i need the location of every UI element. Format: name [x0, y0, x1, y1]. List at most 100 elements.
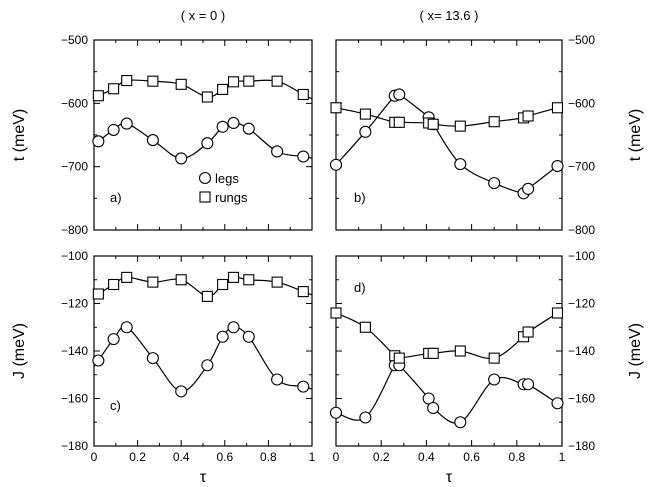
- ylabel-t-right: t (meV): [627, 109, 644, 161]
- x-tick-label: 0: [91, 450, 98, 464]
- x-tick-label: 0.8: [508, 450, 525, 464]
- data-point-legs: [271, 145, 284, 158]
- y-tick-label: −600: [568, 96, 595, 110]
- data-point-rungs: [227, 76, 240, 88]
- data-point-rungs: [427, 118, 439, 130]
- y-tick-label: −140: [61, 344, 88, 358]
- data-point-legs: [175, 152, 188, 165]
- data-point-rungs: [217, 278, 229, 291]
- data-point-rungs: [147, 75, 159, 87]
- legend-rungs-marker: [199, 191, 211, 203]
- data-point-rungs: [488, 352, 500, 364]
- data-point-legs: [488, 373, 501, 386]
- data-point-rungs: [359, 108, 371, 120]
- y-tick-label: −160: [61, 392, 88, 406]
- data-point-rungs: [243, 274, 255, 286]
- x-tick-label: 0.4: [173, 450, 190, 464]
- data-point-legs: [146, 134, 159, 147]
- data-point-legs: [242, 122, 255, 135]
- y-tick-label: −160: [568, 392, 595, 406]
- data-point-rungs: [147, 276, 159, 288]
- data-point-rungs: [393, 116, 405, 128]
- data-point-rungs: [271, 276, 283, 288]
- data-point-rungs: [175, 78, 187, 90]
- y-tick-label: −100: [568, 249, 595, 263]
- data-point-rungs: [108, 83, 120, 95]
- y-tick-label: −800: [61, 223, 88, 237]
- y-tick-label: −120: [61, 297, 88, 311]
- data-point-rungs: [243, 75, 255, 87]
- data-point-legs: [522, 182, 535, 195]
- y-tick-label: −600: [61, 96, 88, 110]
- data-point-legs: [488, 177, 501, 190]
- data-point-rungs: [330, 307, 342, 319]
- x-tick-label: 0.8: [260, 450, 277, 464]
- data-point-legs: [454, 158, 467, 171]
- data-point-rungs: [227, 271, 240, 283]
- x-tick-label: 1: [559, 450, 566, 464]
- panel-a-label: a): [110, 190, 122, 205]
- data-point-legs: [201, 137, 214, 150]
- y-tick-label: −800: [568, 223, 595, 237]
- y-tick-label: −700: [61, 160, 88, 174]
- x-tick-label: 1: [309, 450, 316, 464]
- data-point-rungs: [393, 352, 405, 364]
- y-tick-label: −120: [568, 297, 595, 311]
- data-point-rungs: [297, 286, 309, 298]
- data-point-legs: [120, 321, 133, 334]
- data-point-legs: [216, 120, 229, 133]
- data-point-legs: [216, 330, 229, 343]
- data-point-legs: [329, 158, 343, 171]
- data-point-rungs: [92, 90, 104, 102]
- data-point-legs: [454, 416, 467, 429]
- data-point-legs: [427, 401, 440, 415]
- data-point-legs: [107, 123, 120, 136]
- x-tick-label: 0.4: [418, 450, 435, 464]
- x-tick-label: 0.6: [216, 450, 233, 464]
- ylabel-t-left: t (meV): [11, 109, 28, 161]
- panel-c-label: c): [110, 398, 121, 413]
- data-point-legs: [297, 380, 310, 393]
- data-point-rungs: [271, 75, 283, 87]
- data-point-rungs: [551, 307, 564, 319]
- data-point-legs: [297, 150, 310, 163]
- y-tick-label: −140: [568, 344, 595, 358]
- y-tick-label: −180: [61, 439, 88, 453]
- data-point-rungs: [201, 290, 213, 302]
- data-point-legs: [551, 159, 564, 173]
- data-point-rungs: [454, 345, 466, 357]
- data-point-legs: [359, 411, 372, 424]
- data-point-rungs: [454, 120, 466, 132]
- data-point-rungs: [175, 274, 187, 286]
- y-tick-label: −500: [568, 33, 595, 47]
- data-point-legs: [175, 385, 188, 398]
- data-point-legs: [359, 125, 372, 138]
- x-tick-label: 0.2: [129, 450, 146, 464]
- data-point-rungs: [108, 278, 120, 291]
- data-point-rungs: [92, 288, 104, 300]
- data-point-rungs: [522, 326, 534, 338]
- x-tick-label: 0.6: [463, 450, 480, 464]
- data-point-legs: [393, 88, 406, 101]
- y-tick-label: −700: [568, 160, 595, 174]
- legend-rungs-label: rungs: [215, 190, 248, 205]
- y-tick-label: −100: [61, 249, 88, 263]
- legend-legs-marker: [198, 171, 212, 185]
- column-title-right: ( x= 13.6 ): [420, 8, 479, 23]
- panel-b-label: b): [354, 190, 366, 205]
- xlabel-left: τ: [200, 469, 207, 486]
- data-point-legs: [551, 397, 564, 410]
- data-point-rungs: [217, 83, 229, 95]
- panel-d-label: d): [354, 280, 366, 295]
- data-point-rungs: [297, 88, 309, 101]
- ylabel-j-left: J (meV): [11, 323, 28, 379]
- data-point-legs: [227, 321, 240, 334]
- data-point-legs: [242, 330, 255, 343]
- xlabel-right: τ: [446, 469, 453, 486]
- data-point-rungs: [121, 74, 133, 87]
- data-point-rungs: [522, 110, 534, 122]
- ylabel-j-right: J (meV): [627, 323, 644, 379]
- series-curve-legs: [335, 90, 563, 195]
- data-point-legs: [92, 354, 105, 367]
